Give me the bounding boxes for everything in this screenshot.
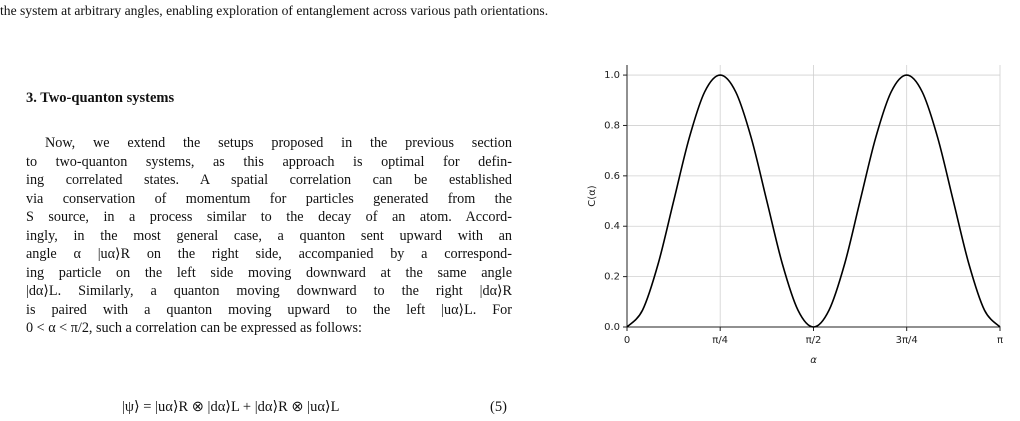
text-line: |dα⟩L. Similarly, a quanton moving downw… bbox=[26, 283, 512, 299]
text-line: S source, in a process similar to the de… bbox=[26, 209, 512, 225]
y-tick-label: 0.0 bbox=[604, 322, 620, 333]
text-line: Now, we extend the setups proposed in th… bbox=[45, 135, 512, 151]
x-tick-label: π/2 bbox=[806, 335, 822, 346]
text-line: ing particle on the left side moving dow… bbox=[26, 264, 512, 281]
x-tick-label: π/4 bbox=[712, 335, 728, 346]
y-tick-label: 0.8 bbox=[604, 120, 620, 131]
text-line: 0 < α < π/2, such a correlation can be e… bbox=[26, 320, 362, 336]
section-heading: 3. Two-quanton systems bbox=[26, 90, 175, 106]
y-tick-label: 0.2 bbox=[604, 272, 620, 283]
x-axis-label: α bbox=[810, 355, 817, 366]
equation: |ψ⟩ = |uα⟩R ⊗ |dα⟩L + |dα⟩R ⊗ |uα⟩L bbox=[122, 399, 340, 415]
y-tick-label: 0.4 bbox=[604, 221, 620, 232]
text-line: ingly, in the most general case, a quant… bbox=[26, 227, 512, 244]
x-tick-label: 0 bbox=[624, 335, 630, 346]
x-tick-label: π bbox=[997, 335, 1003, 346]
y-tick-label: 1.0 bbox=[604, 70, 620, 81]
equation-number: (5) bbox=[490, 399, 507, 415]
y-tick-label: 0.6 bbox=[604, 171, 620, 182]
y-axis-label: C(α) bbox=[587, 185, 598, 206]
text-line: to two-quanton systems, as this approach… bbox=[26, 153, 512, 170]
text-line: via conservation of momentum for particl… bbox=[26, 190, 512, 207]
text-line: angle α |uα⟩R on the right side, accompa… bbox=[26, 246, 512, 262]
line bbox=[626, 74, 1001, 328]
text-line: the system at arbitrary angles, enabling… bbox=[0, 3, 549, 18]
x-tick-label: 3π/4 bbox=[896, 335, 918, 346]
text-line: is paired with a quanton moving upward t… bbox=[26, 301, 512, 318]
text-line: ing correlated states. A spatial correla… bbox=[26, 172, 512, 188]
